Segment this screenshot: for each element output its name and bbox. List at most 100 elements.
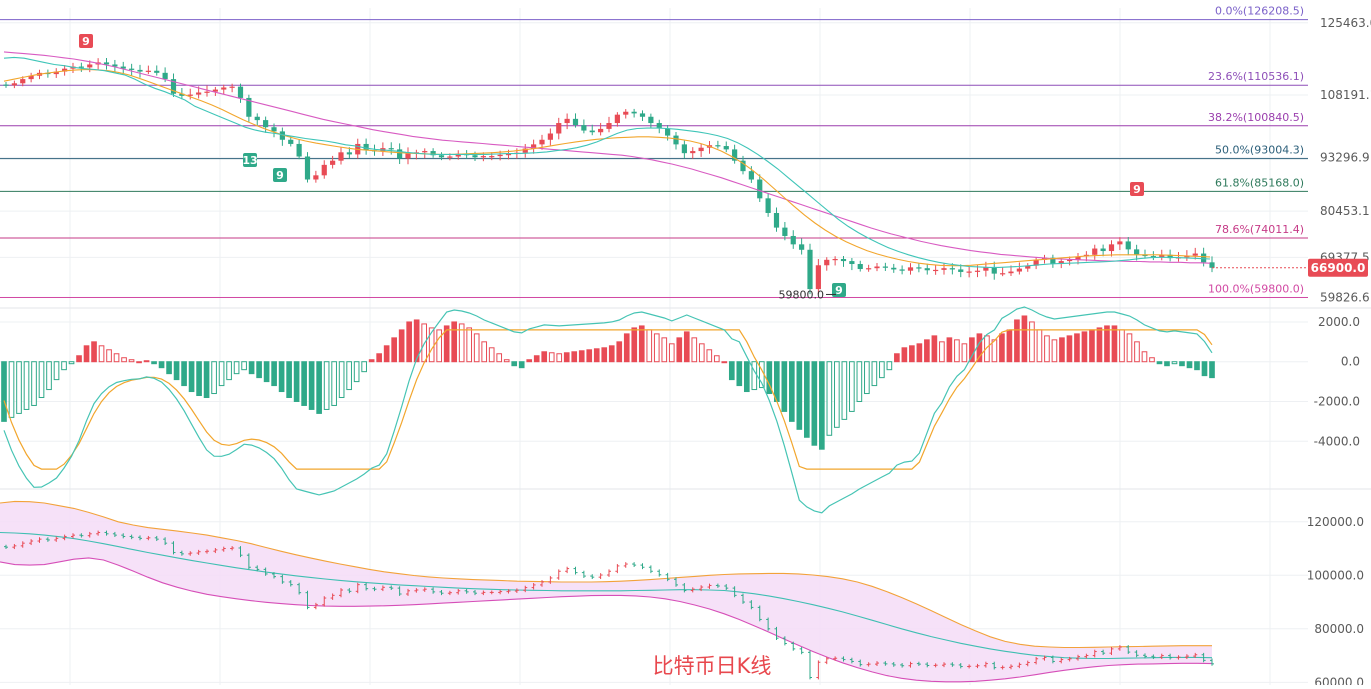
macd-histogram-bar [458,323,465,363]
candle-body [614,114,620,124]
macd-histogram-bar [76,355,82,363]
macd-histogram-bar [481,341,488,363]
y-axes: 125463.0108191.193296.980453.169377.5598… [1307,16,1371,689]
macd-histogram-bar [31,361,37,406]
macd-histogram-bar [804,361,810,438]
fib-level-label: 78.6%(74011.4) [1215,223,1304,236]
candle-body [497,154,503,157]
macd-histogram-bar [586,349,593,363]
candle-body [204,91,210,93]
td-sequential-marker [1130,182,1144,196]
macd-histogram-bar [46,361,52,391]
macd-dif-line [3,306,1213,514]
macd-histogram-bar [1126,333,1133,363]
fib-level-label: 50.0%(93004.3) [1215,144,1304,157]
macd-histogram-bar [631,327,638,363]
macd-histogram-bar [939,341,945,363]
macd-histogram-bar [271,361,277,387]
candle-body [221,87,227,90]
macd-histogram-bar [406,321,412,363]
candle-body [1075,256,1081,260]
candle-body [715,145,721,147]
macd-panel [1,306,1215,514]
macd-histogram-bar [286,361,292,399]
fib-level-label: 23.6%(110536.1) [1208,70,1304,83]
macd-histogram-bar [196,361,202,397]
macd-histogram-bar [751,361,758,391]
macd-histogram-bar [413,319,420,363]
candle-body [1041,257,1048,260]
watermark-title: 比特币日K线 [653,654,772,678]
candle-body [807,249,813,290]
y-tick-label: -2000.0 [1314,394,1360,408]
candle-body [832,258,838,261]
candle-body [154,70,160,73]
macd-histogram-bar [1059,337,1065,363]
macd-histogram-bar [533,355,540,363]
macd-histogram-bar [954,339,960,363]
candle-body [1033,259,1039,266]
candle-body [1117,241,1123,245]
macd-histogram-bar [773,361,780,402]
td-sequential-marker [832,283,846,297]
macd-histogram-bar [849,361,855,412]
candle-body [748,171,754,180]
macd-histogram-bar [308,361,315,410]
macd-histogram-bar [233,361,240,375]
macd-histogram-bar [826,361,833,436]
macd-histogram-bar [473,333,480,363]
macd-histogram-bar [646,329,653,363]
candle-body [882,266,888,268]
candle-body [572,118,579,126]
candle-body [531,144,537,149]
fib-level-label: 100.0%(59800.0) [1208,282,1304,295]
macd-histogram-bar [8,361,15,418]
macd-histogram-bar [98,345,105,363]
macd-histogram-bar [931,335,938,363]
y-tick-label: -4000.0 [1314,434,1360,448]
candle-body [304,156,311,180]
macd-histogram-bar [301,361,307,406]
macd-histogram-bar [151,361,157,365]
macd-histogram-bar [1014,319,1020,363]
candle-body [112,64,118,67]
macd-histogram-bar [68,361,75,365]
candle-body [87,64,93,68]
candle-body [1167,254,1173,259]
macd-histogram-bar [1,361,7,422]
macd-histogram-bar [203,361,210,399]
macd-histogram-bar [1096,327,1103,363]
y-tick-label: 59826.6 [1320,290,1370,304]
macd-histogram-bar [1186,361,1193,369]
candle-body [145,70,151,72]
candle-body [103,62,110,65]
macd-histogram-bar [984,335,990,363]
td-sequential-marker [79,34,93,48]
macd-histogram-bar [166,361,172,375]
last-price-tag [1308,258,1368,277]
candle-body [639,113,646,117]
macd-histogram-bar [23,361,30,410]
candle-body [78,66,84,68]
candle-body [489,156,495,158]
candle-body [866,268,872,270]
candle-body [966,271,972,273]
macd-histogram-bar [451,321,458,363]
macd-histogram-bar [961,343,968,363]
candle-body [1108,244,1115,252]
candle-body [1000,273,1006,275]
macd-histogram-bar [181,361,187,387]
macd-histogram-bar [991,339,998,363]
macd-histogram-bar [511,361,518,367]
candle-body [681,144,687,154]
candle-body [732,149,738,161]
candle-body [3,84,9,86]
macd-histogram-bar [1171,361,1178,365]
macd-histogram-bar [488,347,495,363]
low-price-label: 59800.0 [779,288,825,301]
macd-histogram-bar [376,353,382,363]
macd-histogram-bar [653,333,660,363]
macd-histogram-bar [256,361,262,379]
